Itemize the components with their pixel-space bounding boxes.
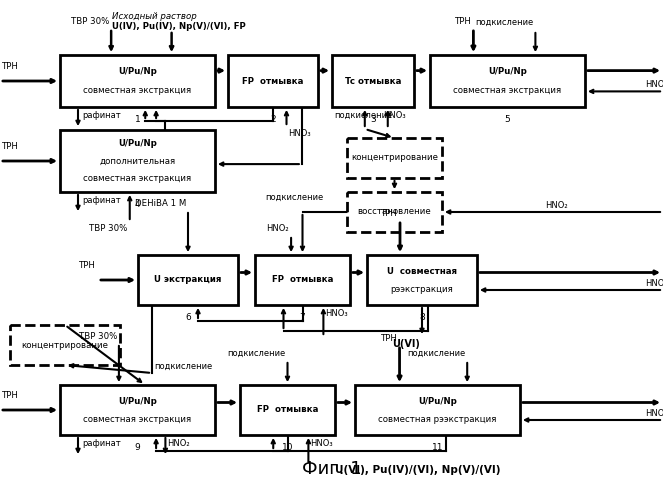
Text: HNO₂: HNO₂ <box>545 201 568 210</box>
Text: U/Pu/Np: U/Pu/Np <box>118 139 157 148</box>
Text: U/Pu/Np: U/Pu/Np <box>118 67 157 76</box>
Text: дополнительная: дополнительная <box>99 156 176 166</box>
Text: ТРН: ТРН <box>2 62 19 71</box>
Text: HNO₃: HNO₃ <box>383 111 406 120</box>
Text: DEHiBA 1 М: DEHiBA 1 М <box>135 199 186 208</box>
Text: HNO₃: HNO₃ <box>645 279 663 288</box>
Text: 3: 3 <box>370 115 376 124</box>
Bar <box>355 385 520 435</box>
Text: рээкстракция: рээкстракция <box>391 284 453 294</box>
Text: ТРН: ТРН <box>2 142 19 151</box>
Bar <box>138 255 238 305</box>
Text: 6: 6 <box>185 313 191 322</box>
Text: ТРН: ТРН <box>381 334 398 343</box>
Text: 8: 8 <box>419 313 425 322</box>
Text: совместная экстракция: совместная экстракция <box>453 86 562 95</box>
Text: ТРН: ТРН <box>79 261 96 270</box>
Text: ТВР 30%: ТВР 30% <box>90 224 128 233</box>
Bar <box>347 192 442 232</box>
Text: 7: 7 <box>300 313 306 322</box>
Text: U/Pu/Np: U/Pu/Np <box>118 396 157 406</box>
Bar <box>228 55 318 107</box>
Text: ТРН: ТРН <box>455 17 471 26</box>
Text: совместная экстракция: совместная экстракция <box>84 414 192 424</box>
Text: ТВР 30%: ТВР 30% <box>71 17 109 26</box>
Text: подкисление: подкисление <box>407 349 465 358</box>
Text: ТВР 30%: ТВР 30% <box>78 332 117 341</box>
Text: подкисление: подкисление <box>154 362 212 371</box>
Bar <box>332 55 414 107</box>
Text: HNO₃: HNO₃ <box>645 409 663 418</box>
Text: совместная экстракция: совместная экстракция <box>84 174 192 183</box>
Text: U/Pu/Np: U/Pu/Np <box>418 396 457 406</box>
Text: U(VI), Pu(IV)/(VI), Np(V)/(VI): U(VI), Pu(IV)/(VI), Np(V)/(VI) <box>335 465 501 475</box>
Text: ТРН: ТРН <box>381 209 398 218</box>
Text: 11: 11 <box>432 443 444 452</box>
Text: HNO₃: HNO₃ <box>326 309 348 318</box>
Text: подкисление: подкисление <box>227 349 286 358</box>
Text: рафинат: рафинат <box>82 439 121 448</box>
Text: совместная экстракция: совместная экстракция <box>84 86 192 95</box>
Bar <box>60 385 215 435</box>
Text: FP  отмывка: FP отмывка <box>257 406 318 414</box>
Bar <box>10 325 120 365</box>
Text: 1: 1 <box>135 115 141 124</box>
Text: ТРН: ТРН <box>2 391 19 400</box>
Text: HNO₃: HNO₃ <box>288 129 311 138</box>
Text: HNO₂: HNO₂ <box>267 224 289 233</box>
Text: подкисление: подкисление <box>265 193 324 202</box>
Text: 10: 10 <box>282 443 293 452</box>
Text: U/Pu/Np: U/Pu/Np <box>488 67 527 76</box>
Text: совместная рээкстракция: совместная рээкстракция <box>379 414 497 424</box>
Text: 2: 2 <box>271 115 276 124</box>
Text: 4: 4 <box>135 200 141 209</box>
Bar <box>240 385 335 435</box>
Text: рафинат: рафинат <box>82 196 121 205</box>
Text: подкисление: подкисление <box>334 111 392 120</box>
Text: восстановление: восстановление <box>357 208 432 216</box>
Text: HNO₃: HNO₃ <box>645 80 663 90</box>
Text: FP  отмывка: FP отмывка <box>242 76 304 86</box>
Text: Tc отмывка: Tc отмывка <box>345 76 401 86</box>
Text: U(VI): U(VI) <box>392 339 420 349</box>
Text: концентрирование: концентрирование <box>351 154 438 162</box>
Bar <box>347 138 442 178</box>
Text: рафинат: рафинат <box>82 111 121 120</box>
Text: концентрирование: концентрирование <box>21 340 109 349</box>
Text: U  совместная: U совместная <box>387 266 457 276</box>
Text: Исходный раствор: Исходный раствор <box>111 12 196 21</box>
Bar <box>367 255 477 305</box>
Text: FP  отмывка: FP отмывка <box>272 276 333 284</box>
Text: U экстракция: U экстракция <box>154 276 221 284</box>
Text: 5: 5 <box>505 115 511 124</box>
Text: U(IV), Pu(IV), Np(V)/(VI), FP: U(IV), Pu(IV), Np(V)/(VI), FP <box>111 22 245 31</box>
Text: HNO₂: HNO₂ <box>167 439 190 448</box>
Bar <box>255 255 350 305</box>
Text: HNO₃: HNO₃ <box>310 439 333 448</box>
Text: подкисление: подкисление <box>475 18 534 27</box>
Bar <box>60 55 215 107</box>
Text: Фиг. 1: Фиг. 1 <box>302 460 361 478</box>
Bar <box>430 55 585 107</box>
Text: 9: 9 <box>135 443 141 452</box>
Bar <box>60 130 215 192</box>
